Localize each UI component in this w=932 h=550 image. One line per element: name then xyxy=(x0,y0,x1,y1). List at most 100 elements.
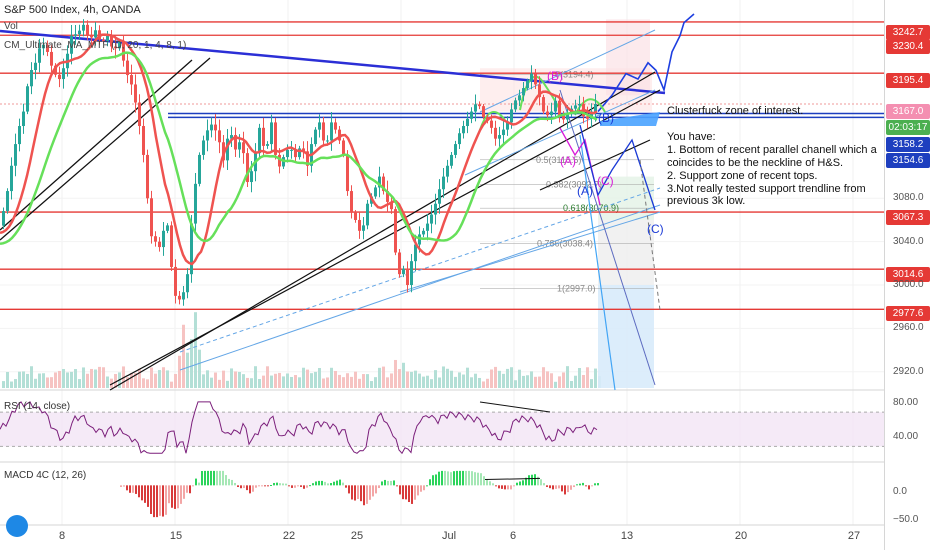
candle xyxy=(590,111,593,119)
macd-bar xyxy=(306,485,308,488)
macd-bar xyxy=(288,485,290,487)
volume-bar xyxy=(414,370,417,388)
candle xyxy=(338,129,341,141)
volume-bar xyxy=(554,381,557,388)
candle xyxy=(350,191,353,213)
candle xyxy=(450,154,453,166)
candle xyxy=(158,241,161,248)
macd-bar xyxy=(540,479,542,486)
volume-bar xyxy=(314,371,317,388)
candle xyxy=(286,149,289,158)
macd-bar xyxy=(444,470,446,486)
y-tick: −50.0 xyxy=(893,514,919,525)
macd-bar xyxy=(579,483,581,486)
zone-arrow xyxy=(600,112,660,126)
macd-bar xyxy=(192,485,194,487)
macd-bar xyxy=(270,484,272,486)
macd-bar xyxy=(321,480,323,486)
volume-bar xyxy=(130,372,133,388)
volume-bar xyxy=(206,370,209,388)
candle xyxy=(386,191,389,202)
wave-label-c-blue: (C) xyxy=(647,222,664,236)
macd-bar xyxy=(135,485,137,494)
candle xyxy=(542,97,545,112)
macd-bar xyxy=(126,485,128,491)
y-tick: 80.00 xyxy=(893,397,919,408)
macd-bar xyxy=(582,482,584,486)
macd-bar xyxy=(585,485,587,487)
candle xyxy=(378,176,381,188)
candle xyxy=(62,68,65,80)
fib-label: 0(3194.4) xyxy=(555,69,594,79)
volume-bar xyxy=(34,378,37,388)
macd-bar xyxy=(522,480,524,486)
volume-bar xyxy=(18,371,21,388)
candle xyxy=(494,127,497,139)
price-tag: 3195.4 xyxy=(886,73,930,88)
macd-bar xyxy=(504,485,506,490)
macd-bar xyxy=(258,485,260,487)
x-tick: 13 xyxy=(620,530,634,542)
fib-label: 0.786(3038.4) xyxy=(537,238,593,248)
candle xyxy=(106,35,109,42)
macd-bar xyxy=(486,479,488,486)
volume-bar xyxy=(326,377,329,388)
macd-bar xyxy=(429,479,431,486)
volume-bar xyxy=(334,370,337,388)
volume-bar xyxy=(294,375,297,388)
volume-bar xyxy=(410,371,413,388)
macd-bar xyxy=(138,485,140,498)
macd-bar xyxy=(318,480,320,486)
candle xyxy=(38,48,41,63)
macd-bar xyxy=(159,485,161,516)
volume-bar xyxy=(506,368,509,388)
candle xyxy=(382,176,385,192)
candle xyxy=(390,201,393,210)
macd-bar xyxy=(384,479,386,486)
candle xyxy=(122,41,125,61)
annotation-line-1: 1. Bottom of recent parallel chanell whi… xyxy=(667,144,877,156)
volume-bar xyxy=(378,367,381,388)
candle xyxy=(250,171,253,183)
volume-bar xyxy=(158,370,161,388)
macd-bar xyxy=(417,485,419,496)
macd-bar xyxy=(264,485,266,487)
wave-label-a-magenta: (A) xyxy=(560,154,576,168)
candle xyxy=(510,109,513,123)
macd-bar xyxy=(252,485,254,492)
macd-bar xyxy=(450,472,452,486)
macd-bar xyxy=(165,485,167,515)
moving-averages xyxy=(0,33,598,266)
candle xyxy=(246,153,249,183)
macd-bar xyxy=(531,474,533,486)
candle xyxy=(402,268,405,275)
macd-bar xyxy=(351,485,353,500)
macd-bar xyxy=(516,482,518,486)
volume-bar xyxy=(254,366,257,388)
macd-bar xyxy=(546,485,548,487)
volume-bar xyxy=(330,367,333,388)
volume-bar xyxy=(514,380,517,388)
volume-bar xyxy=(550,373,553,388)
candle xyxy=(550,111,553,116)
y-tick: 3080.0 xyxy=(893,192,924,204)
volume-bar xyxy=(510,367,513,388)
macd-bar xyxy=(363,485,365,506)
candle xyxy=(502,129,505,136)
volume-bar xyxy=(266,366,269,388)
annotation-line-2: coincides to be the neckline of H&S. xyxy=(667,157,844,169)
candle xyxy=(166,225,169,231)
candle xyxy=(478,104,481,107)
macd-bar xyxy=(234,482,236,486)
tradingview-logo[interactable] xyxy=(6,515,28,537)
volume-bar xyxy=(486,378,489,388)
macd-bar xyxy=(567,485,569,493)
y-tick: 2920.0 xyxy=(893,365,924,377)
macd-bar xyxy=(186,485,188,493)
volume-bar xyxy=(574,375,577,388)
macd-bar xyxy=(477,472,479,486)
candle xyxy=(146,154,149,199)
price-tag: 3230.4 xyxy=(886,39,930,54)
volume-bar xyxy=(170,381,173,388)
